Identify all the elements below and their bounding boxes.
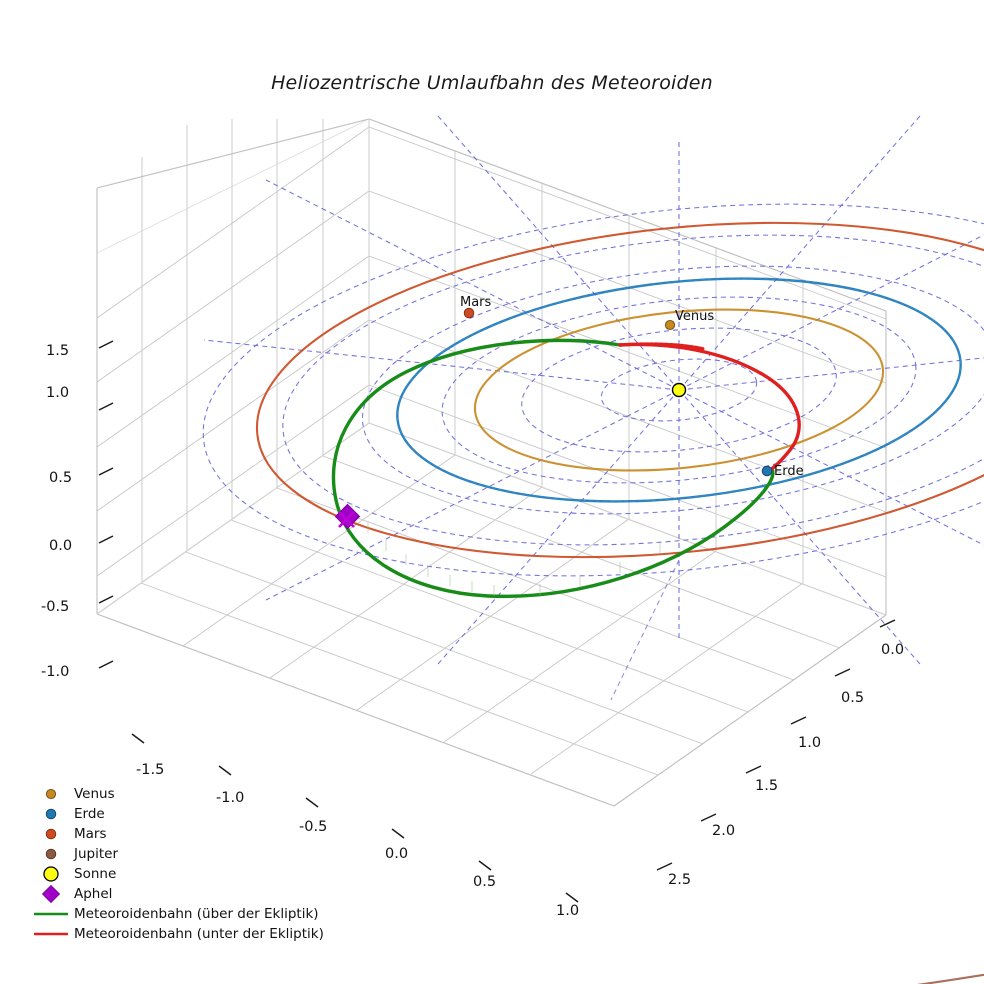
erde-orbit [396, 277, 962, 503]
legend-item-aphel[interactable]: Aphel [28, 884, 358, 904]
z-tick-label: 0.0 [49, 538, 73, 554]
meteoroid-orbit-above-ecliptic [331, 338, 775, 599]
x-tick-label: 0.0 [385, 846, 409, 862]
y-tick-label: 0.0 [881, 642, 905, 658]
meteoroid-projection-hairs [351, 503, 661, 596]
venus-orbit [473, 308, 885, 472]
y-tick-label: 2.0 [712, 823, 736, 839]
ecliptic-drop-lines [610, 390, 680, 701]
aphel-marker-icon [28, 884, 74, 904]
mars-marker-icon [28, 824, 74, 844]
z-tick-label: -1.0 [41, 664, 70, 680]
legend-label: Jupiter [74, 846, 119, 862]
legend-label: Mars [74, 826, 107, 842]
mars-orbit [255, 221, 984, 559]
erde-marker-icon [28, 804, 74, 824]
z-tick-label: 1.0 [46, 385, 70, 401]
legend-item-orbit-above[interactable]: Meteoroidenbahn (über der Ekliptik) [28, 904, 358, 924]
venus-marker [664, 319, 676, 331]
legend: Venus Erde Mars Jupiter Sonne [28, 784, 358, 944]
legend-item-erde[interactable]: Erde [28, 804, 358, 824]
page-title: Heliozentrische Umlaufbahn des Meteoroid… [271, 72, 713, 94]
aphel-marker [334, 503, 361, 530]
x-tick-label: 0.5 [473, 874, 497, 890]
legend-label: Meteoroidenbahn (über der Ekliptik) [74, 906, 319, 922]
z-tick-label: 1.5 [46, 343, 70, 359]
x-tick-label: -1.5 [136, 762, 165, 778]
legend-label: Sonne [74, 866, 117, 882]
legend-item-venus[interactable]: Venus [28, 784, 358, 804]
legend-label: Meteoroidenbahn (unter der Ekliptik) [74, 926, 324, 942]
y-tick-label: 1.5 [755, 778, 779, 794]
z-tick-label: -0.5 [41, 599, 70, 615]
venus-label: Venus [675, 309, 715, 324]
meteoroid-orbit-below-ecliptic [618, 342, 801, 472]
legend-item-sonne[interactable]: Sonne [28, 864, 358, 884]
x-tick-label: 1.0 [556, 903, 580, 919]
axis-tick-marks [98, 340, 896, 903]
y-tick-label: 2.5 [668, 872, 692, 888]
x-tick-label: -0.5 [299, 819, 328, 835]
y-tick-label: 1.0 [798, 735, 822, 751]
y-tick-label: 0.5 [841, 690, 865, 706]
erde-label: Erde [774, 464, 804, 479]
legend-item-mars[interactable]: Mars [28, 824, 358, 844]
ecliptic-polar-grid [202, 115, 984, 665]
sonne-marker [671, 382, 687, 398]
mars-label: Mars [460, 295, 492, 310]
legend-label: Erde [74, 806, 105, 822]
jupiter-marker-icon [28, 844, 74, 864]
legend-item-jupiter[interactable]: Jupiter [28, 844, 358, 864]
z-tick-label: 0.5 [49, 470, 73, 486]
erde-marker [761, 465, 773, 477]
x-tick-label: -1.0 [216, 790, 245, 806]
axes-box-edges [96, 118, 887, 807]
red-line-icon [28, 924, 74, 944]
mars-marker [463, 307, 475, 319]
legend-label: Aphel [74, 886, 113, 902]
venus-marker-icon [28, 784, 74, 804]
green-line-icon [28, 904, 74, 924]
legend-item-orbit-below[interactable]: Meteoroidenbahn (unter der Ekliptik) [28, 924, 358, 944]
legend-label: Venus [74, 786, 115, 802]
sonne-marker-icon [28, 864, 74, 884]
